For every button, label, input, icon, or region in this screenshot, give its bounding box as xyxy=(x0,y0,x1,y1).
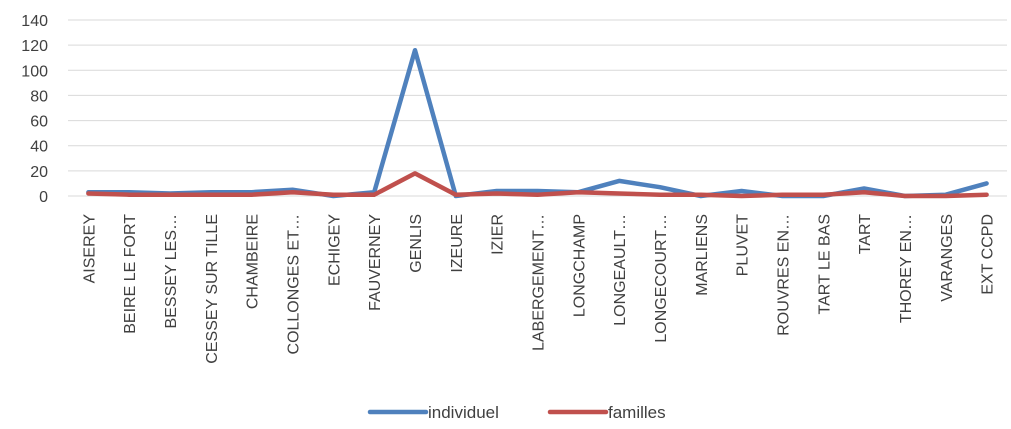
y-tick-label: 20 xyxy=(30,164,48,181)
x-tick-label: EXT CCPD xyxy=(980,214,997,295)
series-line-individuel xyxy=(86,47,989,199)
x-tick-label: PLUVET xyxy=(735,214,752,276)
x-tick-label: IZIER xyxy=(490,214,507,255)
x-tick-label: GENLIS xyxy=(408,214,425,273)
y-axis-ticks: 0 20 40 60 80 100 120 140 xyxy=(21,13,48,206)
x-tick-label: LONGECOURT… xyxy=(653,214,670,343)
x-tick-label: THOREY EN… xyxy=(898,214,915,323)
series-line-familles xyxy=(86,171,989,199)
x-tick-label: CESSEY SUR TILLE xyxy=(204,214,221,364)
x-tick-label: AISEREY xyxy=(81,214,98,284)
x-tick-label: COLLONGES ET… xyxy=(286,214,303,354)
x-tick-label: CHAMBEIRE xyxy=(245,214,262,309)
series-lines xyxy=(86,47,989,199)
x-axis-ticks: AISEREY BEIRE LE FORT BESSEY LES… CESSEY SU… xyxy=(81,214,996,364)
x-tick-label: IZEURE xyxy=(449,214,466,273)
x-tick-label: ECHIGEY xyxy=(326,214,343,286)
legend-label-individuel: individuel xyxy=(428,403,499,422)
legend-label-familles: familles xyxy=(608,403,666,422)
x-tick-label: TART LE BAS xyxy=(816,214,833,314)
y-tick-label: 0 xyxy=(39,189,48,206)
y-tick-label: 40 xyxy=(30,139,48,156)
y-tick-label: 140 xyxy=(21,13,48,30)
y-tick-label: 100 xyxy=(21,63,48,80)
y-tick-label: 80 xyxy=(30,88,48,105)
legend: individuel familles xyxy=(367,403,666,422)
x-tick-label: MARLIENS xyxy=(694,214,711,296)
x-tick-label: VARANGES xyxy=(939,214,956,302)
y-tick-label: 60 xyxy=(30,114,48,131)
x-tick-label: BEIRE LE FORT xyxy=(122,214,139,334)
gridlines xyxy=(68,19,1007,197)
x-tick-label: TART xyxy=(857,214,874,255)
x-tick-label: LONGEAULT… xyxy=(612,214,629,326)
x-tick-label: LABERGEMENT… xyxy=(531,214,548,351)
x-tick-label: LONGCHAMP xyxy=(571,214,588,317)
x-tick-label: FAUVERNEY xyxy=(367,214,384,311)
x-tick-label: BESSEY LES… xyxy=(163,214,180,328)
y-tick-label: 120 xyxy=(21,38,48,55)
x-tick-label: ROUVRES EN… xyxy=(775,214,792,336)
